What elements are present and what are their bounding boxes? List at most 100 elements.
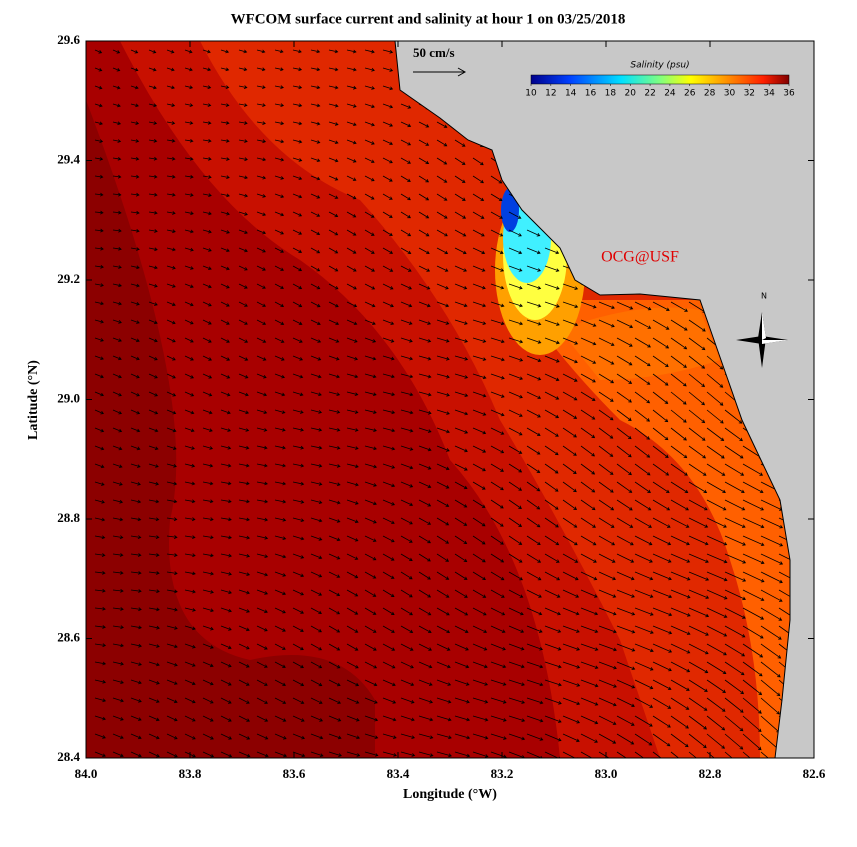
current-arrow — [724, 409, 743, 424]
current-arrow — [364, 733, 379, 739]
current-arrow — [526, 481, 541, 492]
current-arrow — [688, 373, 706, 388]
current-arrow — [364, 157, 375, 163]
y-tick-label: 28.4 — [57, 749, 80, 764]
current-arrow — [382, 139, 394, 145]
current-arrow — [382, 211, 393, 218]
current-arrow — [130, 571, 142, 575]
current-arrow — [400, 157, 411, 164]
current-arrow — [328, 157, 339, 163]
current-arrow — [112, 337, 122, 342]
current-arrow — [364, 409, 377, 414]
current-arrow — [580, 571, 598, 581]
current-arrow — [346, 481, 359, 487]
current-arrow — [310, 661, 323, 669]
current-arrow — [454, 697, 470, 704]
current-arrow — [310, 337, 322, 343]
current-arrow — [634, 337, 651, 348]
current-arrow — [112, 391, 122, 397]
current-arrow — [310, 67, 321, 72]
current-arrow — [238, 355, 249, 361]
current-arrow — [328, 211, 339, 218]
current-arrow — [166, 535, 178, 539]
current-arrow — [364, 535, 377, 542]
current-arrow — [130, 192, 140, 197]
current-arrow — [436, 355, 450, 361]
current-arrow — [400, 517, 413, 525]
current-arrow — [202, 553, 214, 558]
current-arrow — [238, 49, 248, 54]
current-arrow — [544, 445, 559, 456]
current-arrow — [292, 337, 303, 343]
current-arrow — [544, 535, 560, 546]
current-arrow — [148, 589, 160, 594]
current-arrow — [328, 499, 341, 505]
current-arrow — [184, 283, 194, 288]
current-arrow — [292, 571, 305, 578]
current-arrow — [544, 553, 560, 563]
current-arrow — [256, 733, 269, 740]
current-arrow — [454, 337, 469, 343]
current-arrow — [418, 571, 431, 580]
current-arrow — [418, 373, 432, 379]
current-arrow — [364, 589, 377, 597]
current-arrow — [724, 661, 745, 676]
current-arrow — [292, 229, 303, 235]
current-arrow — [310, 409, 323, 414]
current-arrow — [670, 625, 691, 635]
current-arrow — [184, 247, 194, 252]
current-arrow — [238, 751, 251, 758]
map-title: WFCOM surface current and salinity at ho… — [231, 11, 626, 27]
current-arrow — [526, 715, 544, 723]
current-arrow — [148, 210, 158, 215]
current-arrow — [688, 643, 709, 655]
current-arrow — [94, 246, 104, 251]
current-arrow — [580, 301, 597, 309]
colorbar-tick-label: 26 — [684, 89, 696, 99]
current-arrow — [238, 247, 248, 253]
current-arrow — [274, 751, 288, 758]
current-arrow — [256, 265, 266, 271]
current-arrow — [256, 67, 266, 72]
current-arrow — [472, 373, 487, 380]
current-arrow — [562, 553, 579, 563]
y-tick-label: 28.6 — [57, 629, 80, 644]
current-arrow — [346, 409, 359, 414]
current-arrow — [490, 661, 507, 669]
current-arrow — [238, 661, 250, 668]
current-arrow — [238, 85, 248, 89]
current-arrow — [112, 139, 122, 143]
colorbar-tick-label: 22 — [644, 89, 655, 99]
current-arrow — [634, 715, 653, 727]
current-arrow — [418, 733, 434, 739]
current-arrow — [130, 661, 142, 666]
current-arrow — [292, 139, 303, 144]
current-arrow — [166, 409, 177, 415]
current-arrow — [166, 517, 178, 522]
current-arrow — [346, 49, 357, 54]
current-arrow — [670, 337, 688, 350]
current-arrow — [526, 697, 544, 705]
current-arrow — [562, 715, 581, 724]
current-arrow — [544, 571, 561, 581]
current-arrow — [310, 751, 324, 757]
current-arrow — [616, 517, 634, 528]
current-arrow — [508, 463, 523, 473]
current-arrow — [346, 571, 359, 579]
current-arrow — [220, 679, 232, 686]
current-arrow — [688, 355, 706, 369]
current-arrow — [292, 49, 302, 54]
current-arrow — [490, 211, 503, 219]
current-arrow — [256, 553, 269, 558]
current-arrow — [616, 715, 635, 726]
current-arrow — [490, 553, 505, 563]
current-arrow — [184, 643, 196, 649]
current-arrow — [202, 445, 214, 450]
current-arrow — [220, 373, 231, 379]
current-arrow — [382, 625, 395, 633]
current-arrow — [598, 517, 615, 528]
compass-needle — [762, 312, 766, 340]
current-arrow — [418, 499, 432, 507]
current-arrow — [454, 643, 469, 651]
current-arrow — [670, 679, 690, 691]
